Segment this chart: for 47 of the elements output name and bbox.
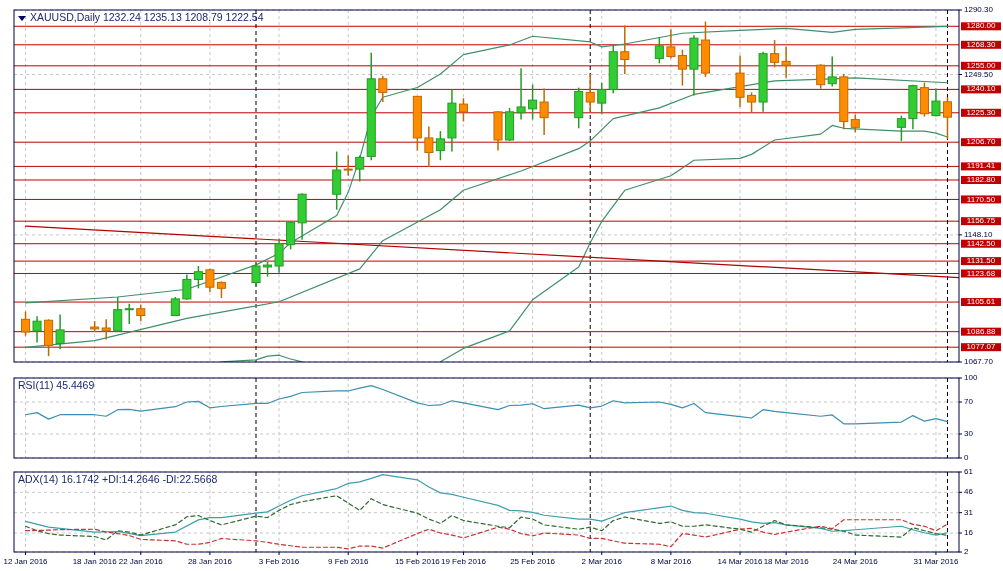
ref-line-label: 1086.88 xyxy=(966,326,997,336)
x-tick-label: 31 Mar 2016 xyxy=(913,557,959,566)
ref-line-label: 1170.50 xyxy=(966,194,996,204)
y-tick-label: 61 xyxy=(964,467,974,477)
ref-line-label: 1142.50 xyxy=(966,238,996,248)
ref-line-label: 1156.75 xyxy=(966,216,996,226)
y-tick-label: 2 xyxy=(964,547,969,557)
y-tick-label: 1249.50 xyxy=(964,69,994,79)
x-tick-label: 3 Feb 2016 xyxy=(258,557,300,566)
x-tick-label: 15 Feb 2016 xyxy=(394,557,441,566)
x-tick-label: 19 Feb 2016 xyxy=(440,557,487,566)
ref-line-label: 1182.80 xyxy=(966,175,996,185)
ref-line-label: 1105.61 xyxy=(966,297,996,307)
y-tick-label: 30 xyxy=(964,429,974,439)
y-tick-label: 100 xyxy=(964,373,978,383)
y-tick-label: 16 xyxy=(964,528,974,538)
y-tick-label: 1290.30 xyxy=(964,5,994,15)
ref-line-label: 1123.68 xyxy=(966,268,996,278)
ref-line-label: 1206.70 xyxy=(966,137,997,147)
x-tick-label: 22 Jan 2016 xyxy=(118,557,164,566)
ref-line-label: 1280.00 xyxy=(966,21,997,31)
x-tick-label: 12 Jan 2016 xyxy=(3,557,49,566)
x-tick-label: 25 Feb 2016 xyxy=(510,557,556,566)
x-tick-label: 28 Jan 2016 xyxy=(187,557,233,566)
y-tick-label: 0 xyxy=(964,453,969,463)
x-tick-label: 14 Mar 2016 xyxy=(717,557,764,566)
ref-line-label: 1225.30 xyxy=(966,107,997,117)
y-tick-label: 31 xyxy=(964,507,974,517)
x-tick-label: 18 Mar 2016 xyxy=(763,557,810,566)
chart-title: XAUUSD,Daily 1232.24 1235.13 1208.79 1222.54 xyxy=(30,11,264,23)
x-tick-label: 2 Mar 2016 xyxy=(581,557,623,566)
ref-line-label: 1240.10 xyxy=(966,84,997,94)
y-tick-label: 46 xyxy=(964,487,974,497)
y-tick-label: 1148.10 xyxy=(964,229,993,239)
ref-line-label: 1131.50 xyxy=(966,256,996,266)
x-tick-label: 9 Feb 2016 xyxy=(327,557,369,566)
x-tick-label: 18 Jan 2016 xyxy=(72,557,118,566)
chart-title: RSI(11) 45.4469 xyxy=(18,379,95,391)
chart-title: ADX(14) 16.1742 +DI:14.2646 -DI:22.5668 xyxy=(18,473,218,485)
x-tick-label: 24 Mar 2016 xyxy=(832,557,879,566)
y-tick-label: 70 xyxy=(964,397,974,407)
ref-line-label: 1191.41 xyxy=(966,161,996,171)
ref-line-label: 1268.30 xyxy=(966,39,997,49)
x-tick-label: 8 Mar 2016 xyxy=(650,557,692,566)
y-tick-label: 1067.70 xyxy=(964,357,994,367)
ref-line-label: 1077.07 xyxy=(966,342,997,352)
ref-line-label: 1255.00 xyxy=(966,60,997,70)
